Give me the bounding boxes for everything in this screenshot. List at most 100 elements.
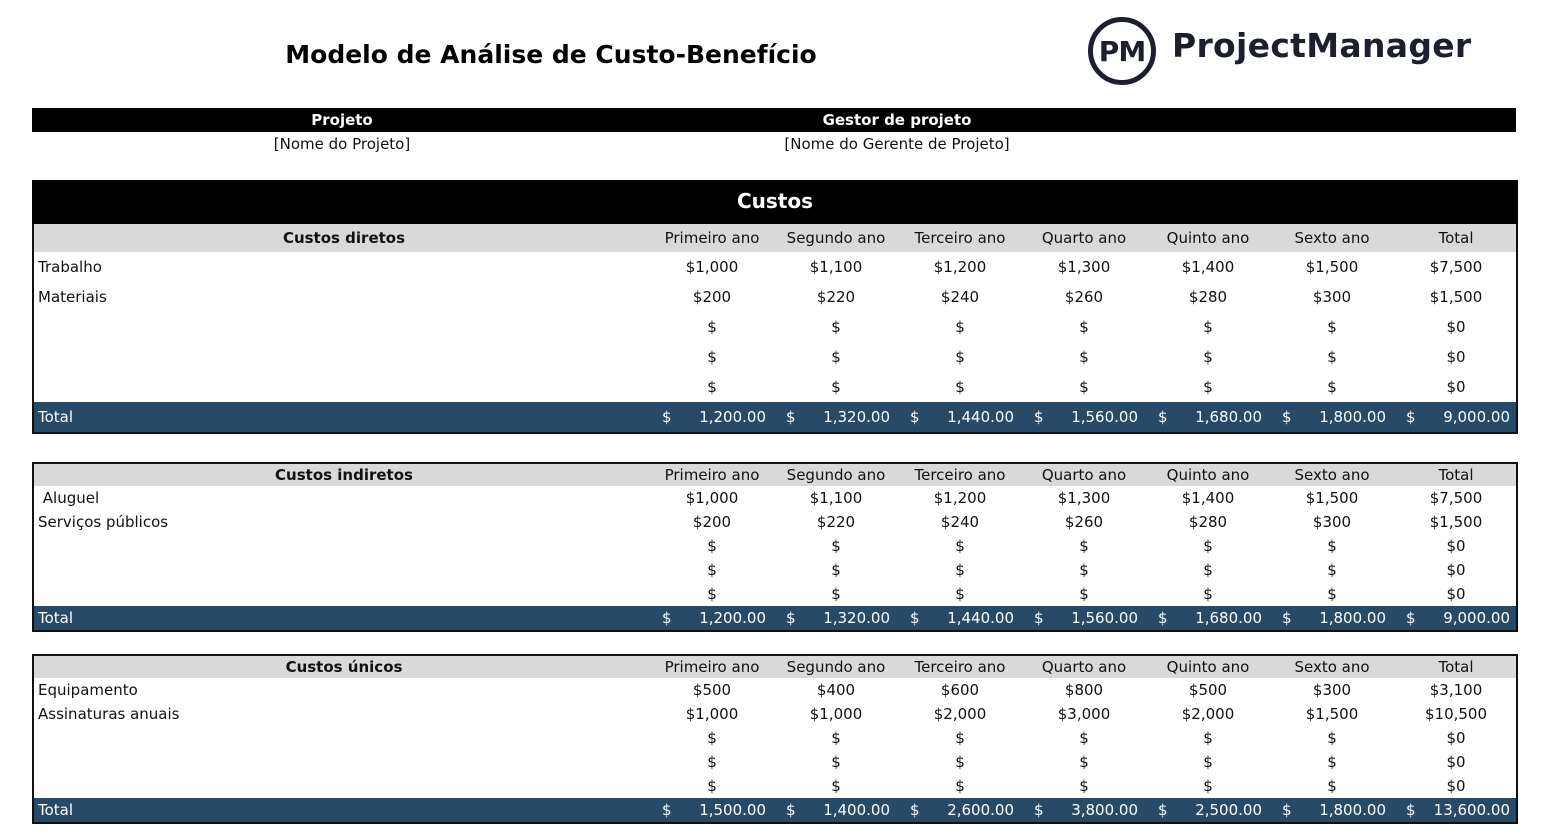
row-label[interactable]: Aluguel [38, 489, 100, 507]
value-cell[interactable]: $ [1079, 348, 1089, 366]
value-cell[interactable]: $ [1079, 378, 1089, 396]
value-cell[interactable]: $0 [1446, 318, 1466, 336]
value-cell[interactable]: $ [1327, 537, 1337, 555]
value-cell[interactable]: $1,500 [1305, 705, 1359, 723]
value-cell[interactable]: $ [955, 753, 965, 771]
value-cell[interactable]: $ [1203, 318, 1213, 336]
value-cell[interactable]: $ [1203, 378, 1213, 396]
value-cell[interactable]: $2,000 [933, 705, 987, 723]
value-cell[interactable]: $ [1327, 348, 1337, 366]
value-cell[interactable]: $ [955, 561, 965, 579]
row-label[interactable]: Serviços públicos [38, 513, 169, 531]
value-cell[interactable]: $800 [1064, 681, 1104, 699]
value-cell[interactable]: $ [1079, 585, 1089, 603]
value-cell[interactable]: $ [1079, 537, 1089, 555]
value-cell[interactable]: $ [707, 378, 717, 396]
value-cell[interactable]: $280 [1188, 288, 1228, 306]
value-cell[interactable]: $1,200 [933, 258, 987, 276]
value-cell[interactable]: $ [1079, 777, 1089, 795]
value-cell[interactable]: $1,500 [1429, 513, 1483, 531]
value-cell[interactable]: $ [707, 777, 717, 795]
value-cell[interactable]: $240 [940, 288, 980, 306]
value-cell[interactable]: $1,300 [1057, 258, 1111, 276]
value-cell[interactable]: $260 [1064, 513, 1104, 531]
value-cell[interactable]: $1,500 [1305, 489, 1359, 507]
value-cell[interactable]: $ [707, 729, 717, 747]
value-cell[interactable]: $ [1203, 537, 1213, 555]
value-cell[interactable]: $0 [1446, 777, 1466, 795]
value-cell[interactable]: $ [707, 561, 717, 579]
row-label[interactable]: Assinaturas anuais [38, 705, 180, 723]
value-cell[interactable]: $500 [692, 681, 732, 699]
value-cell[interactable]: $ [1327, 378, 1337, 396]
value-cell[interactable]: $300 [1312, 288, 1352, 306]
value-cell[interactable]: $ [1079, 729, 1089, 747]
value-cell[interactable]: $2,000 [1181, 705, 1235, 723]
manager-name-cell[interactable]: [Nome do Gerente de Projeto] [784, 135, 1010, 153]
row-label[interactable]: Materiais [38, 288, 107, 306]
value-cell[interactable]: $ [955, 585, 965, 603]
value-cell[interactable]: $0 [1446, 585, 1466, 603]
value-cell[interactable]: $ [1327, 318, 1337, 336]
value-cell[interactable]: $0 [1446, 537, 1466, 555]
value-cell[interactable]: $ [1203, 729, 1213, 747]
value-cell[interactable]: $0 [1446, 753, 1466, 771]
value-cell[interactable]: $ [707, 585, 717, 603]
value-cell[interactable]: $ [831, 585, 841, 603]
value-cell[interactable]: $1,500 [1429, 288, 1483, 306]
value-cell[interactable]: $3,000 [1057, 705, 1111, 723]
value-cell[interactable]: $1,000 [685, 705, 739, 723]
value-cell[interactable]: $0 [1446, 729, 1466, 747]
value-cell[interactable]: $ [1079, 753, 1089, 771]
value-cell[interactable]: $220 [816, 513, 856, 531]
value-cell[interactable]: $ [1327, 729, 1337, 747]
value-cell[interactable]: $ [1203, 753, 1213, 771]
value-cell[interactable]: $ [955, 537, 965, 555]
value-cell[interactable]: $3,100 [1429, 681, 1483, 699]
value-cell[interactable]: $ [707, 318, 717, 336]
value-cell[interactable]: $7,500 [1429, 258, 1483, 276]
value-cell[interactable]: $ [955, 777, 965, 795]
value-cell[interactable]: $1,100 [809, 489, 863, 507]
project-name-cell[interactable]: [Nome do Projeto] [273, 135, 411, 153]
value-cell[interactable]: $1,200 [933, 489, 987, 507]
value-cell[interactable]: $ [1327, 561, 1337, 579]
value-cell[interactable]: $220 [816, 288, 856, 306]
value-cell[interactable]: $1,000 [685, 258, 739, 276]
value-cell[interactable]: $ [831, 537, 841, 555]
value-cell[interactable]: $0 [1446, 378, 1466, 396]
value-cell[interactable]: $10,500 [1424, 705, 1488, 723]
value-cell[interactable]: $ [955, 348, 965, 366]
value-cell[interactable]: $600 [940, 681, 980, 699]
value-cell[interactable]: $ [1327, 585, 1337, 603]
value-cell[interactable]: $500 [1188, 681, 1228, 699]
value-cell[interactable]: $ [831, 378, 841, 396]
value-cell[interactable]: $ [707, 753, 717, 771]
value-cell[interactable]: $ [831, 348, 841, 366]
value-cell[interactable]: $ [1079, 561, 1089, 579]
value-cell[interactable]: $ [831, 729, 841, 747]
value-cell[interactable]: $ [707, 348, 717, 366]
value-cell[interactable]: $200 [692, 288, 732, 306]
value-cell[interactable]: $300 [1312, 513, 1352, 531]
value-cell[interactable]: $1,100 [809, 258, 863, 276]
value-cell[interactable]: $300 [1312, 681, 1352, 699]
value-cell[interactable]: $ [831, 777, 841, 795]
value-cell[interactable]: $ [831, 753, 841, 771]
value-cell[interactable]: $ [1203, 777, 1213, 795]
row-label[interactable]: Equipamento [38, 681, 138, 699]
value-cell[interactable]: $ [1203, 585, 1213, 603]
value-cell[interactable]: $400 [816, 681, 856, 699]
value-cell[interactable]: $200 [692, 513, 732, 531]
value-cell[interactable]: $1,400 [1181, 489, 1235, 507]
value-cell[interactable]: $ [1203, 561, 1213, 579]
row-label[interactable]: Trabalho [38, 258, 102, 276]
value-cell[interactable]: $1,300 [1057, 489, 1111, 507]
value-cell[interactable]: $1,000 [685, 489, 739, 507]
value-cell[interactable]: $ [955, 729, 965, 747]
value-cell[interactable]: $0 [1446, 348, 1466, 366]
value-cell[interactable]: $280 [1188, 513, 1228, 531]
value-cell[interactable]: $1,000 [809, 705, 863, 723]
value-cell[interactable]: $0 [1446, 561, 1466, 579]
value-cell[interactable]: $ [707, 537, 717, 555]
